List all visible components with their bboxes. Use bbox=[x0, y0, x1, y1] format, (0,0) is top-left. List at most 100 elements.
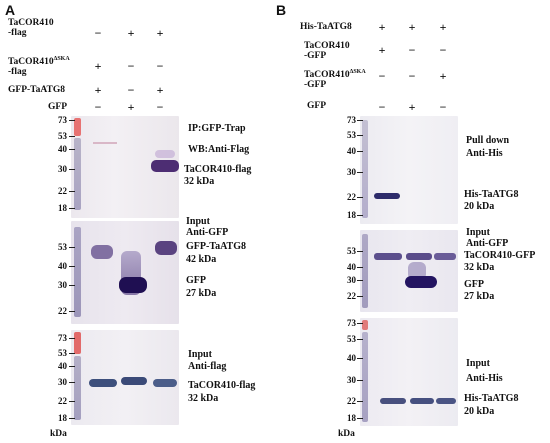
panel-b-sign: + bbox=[439, 20, 447, 34]
panel-b-row-label-tacor410-dska-gfp: TaCOR410ΔSKA -GFP bbox=[304, 69, 366, 91]
mw-marker: 40 bbox=[347, 146, 356, 156]
faint-band bbox=[93, 142, 117, 144]
mw-marker: 53 bbox=[58, 242, 67, 252]
marker-ladder bbox=[362, 332, 368, 422]
panel-b-sign: + bbox=[378, 43, 386, 57]
panel-a-band-label: GFP bbox=[186, 275, 206, 286]
panel-a-band-label: TaCOR410-flag bbox=[184, 164, 252, 175]
panel-b-antibody-annotation: Anti-His bbox=[466, 148, 503, 159]
panel-a-sign: − bbox=[127, 59, 135, 73]
panel-a-input-annotation: Input bbox=[186, 216, 210, 227]
panel-b-sign: + bbox=[439, 69, 447, 83]
tacor410-gfp-band bbox=[374, 253, 402, 260]
marker-ladder bbox=[74, 227, 81, 317]
panel-b-row-label-his-taatg8: His-TaATG8 bbox=[300, 22, 352, 32]
gfp-band bbox=[119, 277, 147, 293]
panel-a-sign: − bbox=[127, 83, 135, 97]
mw-marker: 18 bbox=[58, 413, 67, 423]
panel-a-sign: + bbox=[94, 59, 102, 73]
marker-ladder bbox=[74, 356, 81, 420]
mw-marker: 18 bbox=[347, 413, 356, 423]
panel-b-sign: + bbox=[408, 20, 416, 34]
marker-ladder bbox=[74, 138, 81, 210]
mw-marker: 22 bbox=[347, 291, 356, 301]
panel-a-sign: + bbox=[94, 83, 102, 97]
panel-b-band-size: 32 kDa bbox=[464, 262, 495, 273]
panel-b-sign: − bbox=[439, 43, 447, 57]
panel-b-band-label: GFP bbox=[464, 279, 484, 290]
faint-band bbox=[155, 150, 175, 158]
panel-a-sign: + bbox=[127, 100, 135, 114]
panel-a-band-size: 42 kDa bbox=[186, 254, 217, 265]
tacor410-flag-band bbox=[151, 160, 179, 172]
mw-marker: 40 bbox=[58, 261, 67, 271]
panel-b-sign: − bbox=[439, 100, 447, 114]
panel-a-antibody-annotation: Anti-GFP bbox=[186, 227, 229, 238]
panel-b-sign: − bbox=[408, 43, 416, 57]
marker-ladder-red-band bbox=[362, 320, 368, 330]
panel-b-pulldown-annotation: Pull down bbox=[466, 135, 510, 146]
his-taatg8-band bbox=[410, 398, 434, 404]
panel-a-sign: + bbox=[156, 26, 164, 40]
marker-ladder-red-band bbox=[74, 118, 81, 136]
panel-b-band-label: TaCOR410-GFP bbox=[464, 250, 536, 261]
panel-b-band-size: 20 kDa bbox=[464, 201, 495, 212]
gfp-smear bbox=[408, 262, 426, 280]
panel-a-band-size: 32 kDa bbox=[188, 393, 219, 404]
mw-marker: 22 bbox=[58, 396, 67, 406]
panel-a-ip-blot bbox=[71, 116, 179, 218]
mw-marker: 73 bbox=[58, 333, 67, 343]
gfp-taatg8-band bbox=[91, 245, 113, 259]
panel-b-letter: B bbox=[276, 2, 287, 18]
mw-marker: 53 bbox=[347, 334, 356, 344]
panel-b-sign: − bbox=[378, 69, 386, 83]
panel-a-wb-annotation: WB:Anti-Flag bbox=[188, 144, 250, 155]
panel-a-sign: − bbox=[156, 100, 164, 114]
mw-marker: 73 bbox=[347, 115, 356, 125]
kda-label: kDa bbox=[338, 429, 355, 439]
panel-b-input-his-blot bbox=[360, 318, 458, 426]
kda-label: kDa bbox=[50, 429, 67, 439]
mw-marker: 53 bbox=[58, 348, 67, 358]
panel-b-antibody-annotation: Anti-His bbox=[466, 373, 503, 384]
panel-b-input-annotation: Input bbox=[466, 227, 490, 238]
panel-b-pulldown-blot bbox=[360, 116, 458, 224]
mw-marker: 40 bbox=[347, 353, 356, 363]
mw-marker: 53 bbox=[347, 130, 356, 140]
tacor410-flag-band bbox=[89, 379, 117, 387]
panel-b-band-label: His-TaATG8 bbox=[464, 393, 519, 404]
panel-b-sign: − bbox=[408, 69, 416, 83]
panel-a-input-flag-blot bbox=[71, 330, 179, 425]
panel-a-band-label: TaCOR410-flag bbox=[188, 380, 256, 391]
mw-marker: 18 bbox=[347, 210, 356, 220]
mw-marker: 22 bbox=[347, 192, 356, 202]
panel-a-row-label-gfp: GFP bbox=[48, 102, 67, 112]
panel-a-sign: + bbox=[156, 83, 164, 97]
panel-a-ip-annotation: IP:GFP-Trap bbox=[188, 123, 246, 134]
panel-b-sign: − bbox=[378, 100, 386, 114]
panel-b-band-size: 20 kDa bbox=[464, 406, 495, 417]
mw-marker: 73 bbox=[58, 115, 67, 125]
panel-a-sign: − bbox=[94, 26, 102, 40]
mw-marker: 22 bbox=[58, 186, 67, 196]
panel-a-band-size: 32 kDa bbox=[184, 176, 215, 187]
panel-a-sign: + bbox=[127, 26, 135, 40]
tacor410-gfp-band bbox=[406, 253, 432, 260]
mw-marker: 30 bbox=[347, 275, 356, 285]
panel-a-antibody-annotation: Anti-flag bbox=[188, 361, 227, 372]
mw-marker: 40 bbox=[58, 144, 67, 154]
panel-a-band-size: 27 kDa bbox=[186, 288, 217, 299]
mw-marker: 40 bbox=[58, 361, 67, 371]
panel-b-input-gfp-blot bbox=[360, 230, 458, 312]
panel-a-row-label-tacor410-flag: TaCOR410 -flag bbox=[8, 18, 54, 38]
mw-marker: 53 bbox=[58, 131, 67, 141]
mw-marker: 40 bbox=[347, 262, 356, 272]
tacor410-gfp-band bbox=[434, 253, 456, 260]
gfp-taatg8-band bbox=[155, 241, 177, 255]
marker-ladder bbox=[362, 234, 368, 308]
mw-marker: 30 bbox=[347, 167, 356, 177]
panel-b-row-label-gfp: GFP bbox=[307, 101, 326, 111]
mw-marker: 30 bbox=[58, 164, 67, 174]
panel-b-band-size: 27 kDa bbox=[464, 291, 495, 302]
gfp-band bbox=[405, 276, 437, 288]
